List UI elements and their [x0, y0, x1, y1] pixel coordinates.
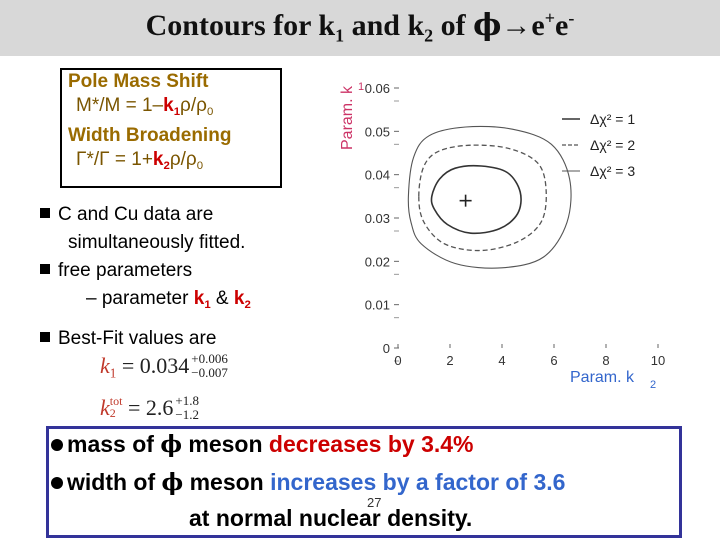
bullet-dot-icon — [51, 439, 63, 451]
y-axis-title: Param. k — [339, 85, 356, 150]
contour-1 — [430, 164, 522, 235]
conclusion-width: width of ϕ meson increases by a factor o… — [51, 469, 565, 496]
title-band — [0, 0, 720, 56]
x-tick-label: 10 — [651, 353, 665, 368]
mass-relation: M*/M = 1–k1ρ/ρ0 — [76, 95, 214, 118]
y-tick-label: 0.04 — [365, 168, 390, 183]
y-tick-label: 0.03 — [365, 211, 390, 226]
definition-box: Pole Mass Shift M*/M = 1–k1ρ/ρ0 Width Br… — [60, 68, 282, 188]
bullet-square-icon — [40, 332, 50, 342]
y-tick-label: 0.02 — [365, 254, 390, 269]
contour-2 — [418, 144, 547, 252]
x-tick-label: 4 — [498, 353, 505, 368]
x-axis-title: Param. k — [570, 369, 635, 386]
contour-3 — [407, 125, 572, 269]
formula-k1: k1 = 0.034 +0.006 −0.007 — [100, 351, 228, 381]
y-tick-label: 0 — [383, 341, 390, 356]
bullet-fit-data-cont: simultaneously fitted. — [68, 232, 246, 253]
contour-chart: 0 0.01 0.02 0.03 0.04 0.05 0.06 0 2 4 6 8 10 Param. k… — [339, 81, 665, 391]
x-axis-title-subscript: 2 — [650, 379, 656, 391]
bullet-square-icon — [40, 264, 50, 274]
y-tick-label: 0.06 — [365, 81, 390, 96]
y-axis-title-subscript: 1 — [358, 81, 364, 93]
page-number: 27 — [367, 495, 382, 510]
y-tick-label: 0.05 — [365, 124, 390, 139]
conclusion-mass: mass of ϕ meson decreases by 3.4% — [51, 431, 474, 458]
legend-label: Δχ² = 3 — [590, 163, 635, 179]
x-tick-label: 2 — [446, 353, 453, 368]
y-tick-label: 0.01 — [365, 298, 390, 313]
slide-title: Contours for k1 and k2 of ϕ→e+e- — [145, 8, 575, 46]
legend-label: Δχ² = 2 — [590, 137, 635, 153]
bullet-dot-icon — [51, 477, 63, 489]
formula-k2: k tot 2 = 2.6 +1.8 −1.2 — [100, 393, 199, 422]
bullet-param-list: – parameter k1 & k2 — [86, 288, 251, 311]
bullet-free-params: free parameters — [40, 260, 192, 282]
legend-label: Δχ² = 1 — [590, 111, 635, 127]
conclusion-density: at normal nuclear density. — [189, 505, 473, 531]
width-relation: Γ*/Γ = 1+k2ρ/ρ0 — [76, 148, 204, 172]
bullet-best-fit: Best-Fit values are — [40, 328, 216, 350]
x-tick-label: 6 — [550, 353, 557, 368]
bullet-square-icon — [40, 208, 50, 218]
width-broadening-label: Width Broadening — [68, 124, 232, 146]
conclusion-box: mass of ϕ meson decreases by 3.4% width … — [46, 426, 682, 538]
x-tick-label: 8 — [602, 353, 609, 368]
bullet-fit-data: C and Cu data are — [40, 204, 213, 226]
pole-mass-shift-label: Pole Mass Shift — [68, 71, 209, 92]
x-tick-label: 0 — [394, 353, 401, 368]
